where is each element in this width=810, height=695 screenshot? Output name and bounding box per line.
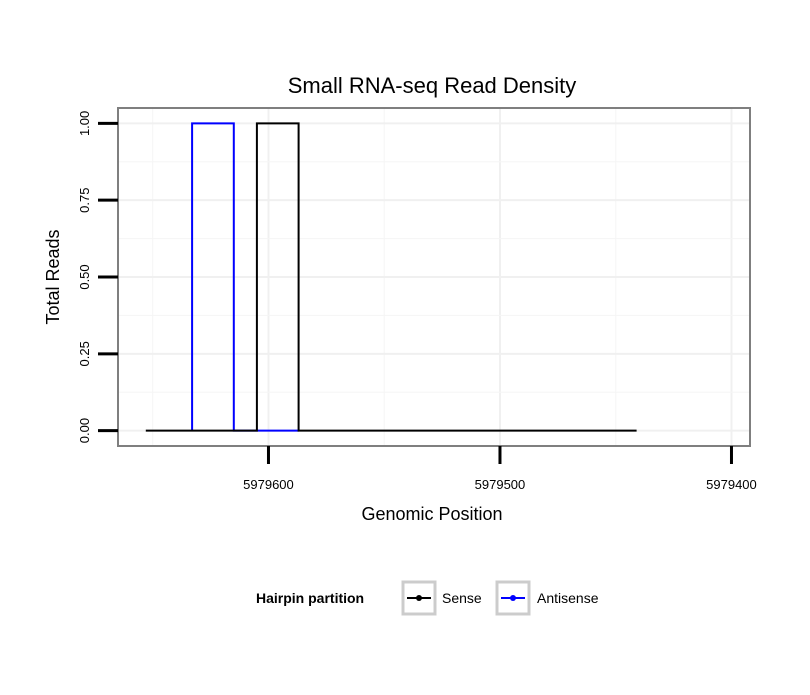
series-layer <box>145 122 637 432</box>
y-tick-label: 1.00 <box>77 111 92 136</box>
x-tick-label: 5979600 <box>243 477 294 492</box>
legend-key-point <box>416 595 422 601</box>
x-tick-label: 5979400 <box>706 477 757 492</box>
legend-label: Antisense <box>537 590 599 606</box>
y-axis-label: Total Reads <box>43 229 63 324</box>
y-tick-label: 0.25 <box>77 341 92 366</box>
legend-items: Sense Antisense <box>401 580 599 616</box>
chart-title: Small RNA-seq Read Density <box>288 73 577 98</box>
x-tick-label: 5979500 <box>475 477 526 492</box>
x-axis-label: Genomic Position <box>361 504 502 524</box>
y-tick-label: 0.75 <box>77 188 92 213</box>
series-line-sense <box>145 122 637 432</box>
legend-title: Hairpin partition <box>256 590 364 606</box>
axes: 5979600 5979500 5979400 0.00 0.25 0.50 0.75 1.0… <box>77 111 757 492</box>
legend-key-point <box>510 595 516 601</box>
legend-label: Sense <box>442 590 482 606</box>
y-tick-label: 0.50 <box>77 264 92 289</box>
legend: Hairpin partition Sense Antisense <box>256 580 599 616</box>
y-tick-label: 0.00 <box>77 418 92 443</box>
legend-item-antisense: Antisense <box>495 580 599 616</box>
legend-item-sense: Sense <box>401 580 482 616</box>
